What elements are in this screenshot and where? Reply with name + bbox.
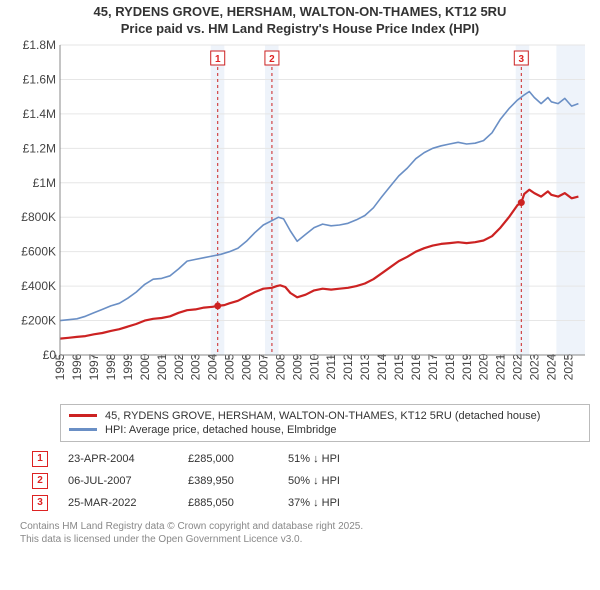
svg-text:1995: 1995 [53,353,67,380]
note-hpi: 37% ↓ HPI [288,497,378,509]
svg-text:£1.8M: £1.8M [23,40,56,52]
note-number-box: 1 [32,451,48,467]
legend-item: HPI: Average price, detached house, Elmb… [69,423,581,437]
svg-text:2: 2 [269,54,275,65]
svg-text:2001: 2001 [155,353,169,380]
chart-title-block: 45, RYDENS GROVE, HERSHAM, WALTON-ON-THA… [0,0,600,38]
svg-text:1998: 1998 [104,353,118,380]
svg-text:2005: 2005 [223,353,237,380]
note-row: 2 06-JUL-2007 £389,950 50% ↓ HPI [32,470,590,492]
svg-text:2017: 2017 [426,353,440,380]
chart-area: £0£200K£400K£600K£800K£1M£1.2M£1.4M£1.6M… [10,40,590,400]
svg-text:2020: 2020 [477,353,491,380]
svg-text:2014: 2014 [375,353,389,380]
svg-text:£1.4M: £1.4M [23,107,56,121]
note-hpi: 50% ↓ HPI [288,475,378,487]
note-date: 25-MAR-2022 [68,497,168,509]
legend-label: HPI: Average price, detached house, Elmb… [105,424,337,436]
note-price: £885,050 [188,497,268,509]
svg-text:2000: 2000 [138,353,152,380]
chart-title-line1: 45, RYDENS GROVE, HERSHAM, WALTON-ON-THA… [0,4,600,21]
svg-text:2009: 2009 [290,353,304,380]
svg-text:£1.6M: £1.6M [23,72,56,86]
attribution-line: Contains HM Land Registry data © Crown c… [20,520,590,533]
svg-text:£1.2M: £1.2M [23,141,56,155]
note-row: 3 25-MAR-2022 £885,050 37% ↓ HPI [32,492,590,514]
svg-text:2016: 2016 [409,353,423,380]
note-number-box: 2 [32,473,48,489]
svg-text:2023: 2023 [528,353,542,380]
chart-title-line2: Price paid vs. HM Land Registry's House … [0,21,600,38]
legend-swatch [69,428,97,431]
svg-text:2004: 2004 [206,353,220,380]
note-price: £389,950 [188,475,268,487]
svg-text:£400K: £400K [21,279,56,293]
svg-text:2021: 2021 [494,353,508,380]
svg-text:1997: 1997 [87,353,101,380]
note-hpi: 51% ↓ HPI [288,453,378,465]
svg-text:£1M: £1M [33,176,56,190]
svg-text:1999: 1999 [121,353,135,380]
svg-text:2008: 2008 [273,353,287,380]
svg-text:2025: 2025 [561,353,575,380]
svg-text:2007: 2007 [256,353,270,380]
svg-text:2022: 2022 [511,353,525,380]
note-price: £285,000 [188,453,268,465]
sale-notes: 1 23-APR-2004 £285,000 51% ↓ HPI 2 06-JU… [32,448,590,514]
legend-label: 45, RYDENS GROVE, HERSHAM, WALTON-ON-THA… [105,410,540,422]
svg-text:£200K: £200K [21,313,56,327]
svg-text:2010: 2010 [307,353,321,380]
svg-text:2003: 2003 [189,353,203,380]
line-chart-svg: £0£200K£400K£600K£800K£1M£1.2M£1.4M£1.6M… [10,40,590,400]
svg-text:2002: 2002 [172,353,186,380]
svg-text:2013: 2013 [358,353,372,380]
svg-text:2018: 2018 [443,353,457,380]
svg-text:2011: 2011 [324,354,338,380]
svg-text:2006: 2006 [240,353,254,380]
legend-swatch [69,414,97,417]
attribution-line: This data is licensed under the Open Gov… [20,533,590,546]
legend: 45, RYDENS GROVE, HERSHAM, WALTON-ON-THA… [60,404,590,442]
note-date: 23-APR-2004 [68,453,168,465]
note-number-box: 3 [32,495,48,511]
legend-item: 45, RYDENS GROVE, HERSHAM, WALTON-ON-THA… [69,409,581,423]
attribution: Contains HM Land Registry data © Crown c… [20,520,590,546]
svg-text:2019: 2019 [460,353,474,380]
note-row: 1 23-APR-2004 £285,000 51% ↓ HPI [32,448,590,470]
svg-text:2015: 2015 [392,353,406,380]
svg-text:£600K: £600K [21,244,56,258]
svg-text:1996: 1996 [70,353,84,380]
note-date: 06-JUL-2007 [68,475,168,487]
svg-text:2012: 2012 [341,353,355,380]
svg-text:2024: 2024 [544,353,558,380]
svg-text:1: 1 [215,54,221,65]
svg-text:£800K: £800K [21,210,56,224]
svg-text:3: 3 [519,54,525,65]
